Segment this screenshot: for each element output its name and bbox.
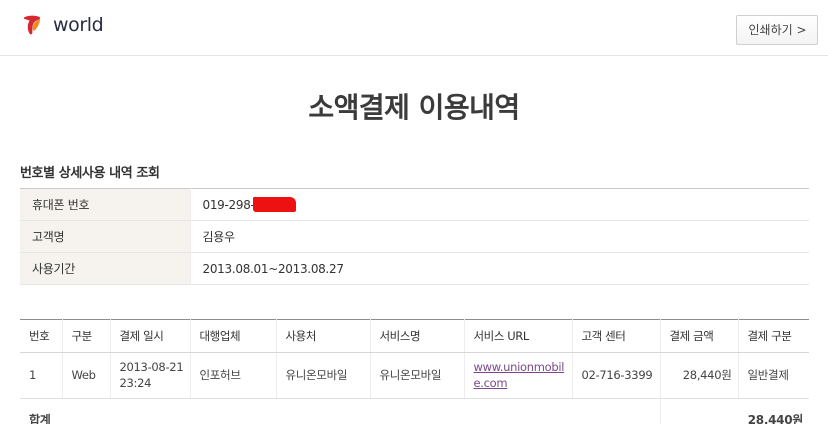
total-label: 합계 (20, 398, 661, 424)
redaction-mark (252, 197, 296, 212)
col-header-url: 서비스 URL (464, 319, 573, 353)
page-title: 소액결제 이용내역 (308, 91, 520, 124)
cell-place: 유니온모바일 (276, 352, 371, 400)
info-value-phone: 019-298- (190, 188, 809, 221)
total-row: 합계 28,440원 (20, 398, 809, 424)
info-value-customer: 김용우 (190, 220, 809, 253)
service-url-link[interactable]: www.unionmobile.com (473, 360, 565, 390)
col-header-paytype: 결제 구분 (738, 319, 809, 353)
phone-number-text: 019-298- (202, 198, 255, 212)
col-header-place: 사용처 (276, 319, 371, 353)
col-header-no: 번호 (20, 319, 63, 353)
site-logo[interactable]: world (20, 12, 104, 38)
table-row: 고객명 김용우 (20, 220, 809, 253)
col-header-agent: 대행업체 (190, 319, 277, 353)
col-header-type: 구분 (62, 319, 111, 353)
table-row: 1 Web 2013-08-21 23:24 인포허브 유니온모바일 유니온모바… (20, 352, 809, 400)
cell-type: Web (62, 352, 111, 400)
total-amount: 28,440원 (660, 398, 809, 424)
col-header-center: 고객 센터 (572, 319, 661, 353)
cell-service: 유니온모바일 (370, 352, 465, 400)
col-header-date: 결제 일시 (110, 319, 191, 353)
cell-amount: 28,440원 (660, 352, 739, 400)
col-header-service: 서비스명 (370, 319, 465, 353)
cell-url: www.unionmobile.com (464, 352, 573, 400)
site-header: world 인쇄하기 > (0, 0, 828, 56)
table-header-row: 번호 구분 결제 일시 대행업체 사용처 서비스명 서비스 URL 고객 센터 … (20, 319, 809, 353)
info-value-period: 2013.08.01~2013.08.27 (190, 252, 809, 285)
logo-text: world (53, 14, 104, 36)
info-label-customer: 고객명 (20, 220, 191, 253)
section-title: 번호별 상세사용 내역 조회 (20, 166, 160, 181)
col-header-amount: 결제 금액 (660, 319, 739, 353)
table-row: 휴대폰 번호 019-298- (20, 188, 809, 221)
cell-center: 02-716-3399 (572, 352, 661, 400)
cell-date: 2013-08-21 23:24 (110, 352, 191, 400)
table-row: 사용기간 2013.08.01~2013.08.27 (20, 252, 809, 285)
cell-paytype: 일반결제 (738, 352, 809, 400)
t-world-logo-icon (20, 12, 46, 38)
cell-no: 1 (20, 352, 63, 400)
subscriber-info-table: 휴대폰 번호 019-298- 고객명 김용우 사용기간 2013.08.01~… (20, 188, 809, 285)
cell-agent: 인포허브 (190, 352, 277, 400)
payment-detail-table: 번호 구분 결제 일시 대행업체 사용처 서비스명 서비스 URL 고객 센터 … (20, 319, 809, 424)
print-button[interactable]: 인쇄하기 > (736, 15, 818, 45)
info-label-phone: 휴대폰 번호 (20, 188, 191, 221)
info-label-period: 사용기간 (20, 252, 191, 285)
